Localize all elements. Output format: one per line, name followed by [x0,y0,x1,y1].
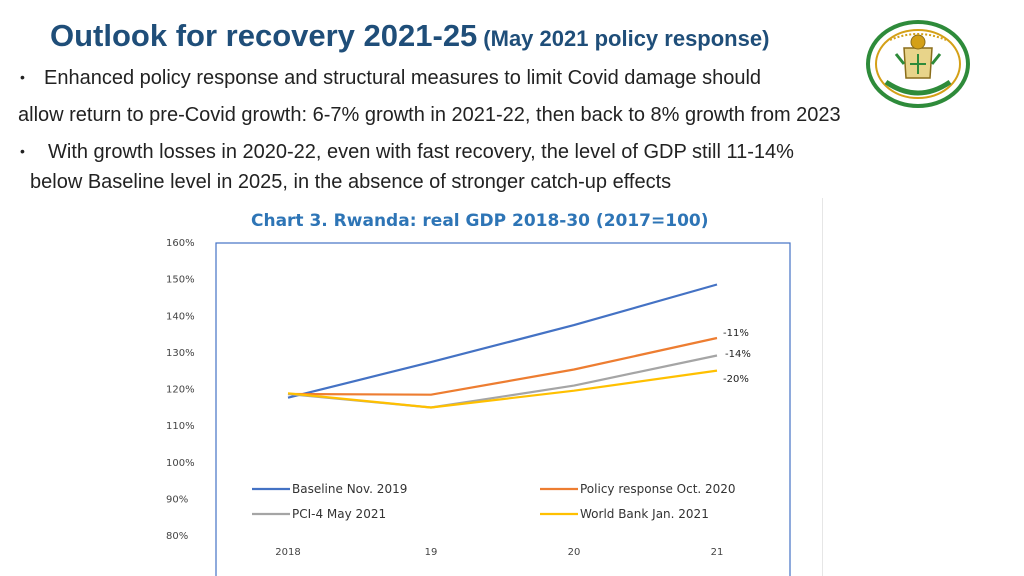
y-tick-label: 100% [166,458,195,469]
x-tick-label: 2018 [275,547,300,558]
x-tick-label: 19 [425,547,438,558]
y-tick-label: 110% [166,421,195,432]
slide-title-sub: (May 2021 policy response) [483,26,770,51]
bullet-1-line-1: Enhanced policy response and structural … [44,67,762,89]
y-tick-label: 130% [166,348,195,359]
slide-title: Outlook for recovery 2021-25 (May 2021 po… [50,18,769,54]
y-tick-label: 120% [166,385,195,396]
rwanda-coat-of-arms-icon [866,20,970,108]
annotation-pci-gap: -14% [725,349,751,360]
y-tick-label: 90% [166,494,188,505]
series-line-1 [287,283,718,399]
legend-label: Baseline Nov. 2019 [292,482,407,496]
plot-area-border [215,242,791,576]
y-tick-label: 160% [166,238,195,249]
bullet-2-line-1: With growth losses in 2020-22, even with… [48,141,794,163]
annotation-policy-gap: -11% [723,328,749,339]
x-tick-label: 20 [568,547,581,558]
legend-label: Policy response Oct. 2020 [580,482,736,496]
y-tick-label: 140% [166,311,195,322]
bullet-1-line-2: allow return to pre-Covid growth: 6-7% g… [18,104,841,126]
slide-title-main: Outlook for recovery 2021-25 [50,18,478,53]
x-tick-label: 21 [711,547,724,558]
annotation-worldbank-gap: -20% [723,374,749,385]
chart-title: Chart 3. Rwanda: real GDP 2018-30 (2017=… [251,211,709,231]
bullet-2-line-2: below Baseline level in 2025, in the abs… [30,171,672,193]
bullet-1-marker: • [20,69,25,85]
gdp-chart-svg: Chart 3. Rwanda: real GDP 2018-30 (2017=… [166,211,791,576]
legend-label: World Bank Jan. 2021 [580,507,709,521]
y-tick-label: 80% [166,531,188,542]
series-line-2 [287,336,718,396]
bullet-2-marker: • [20,143,25,159]
y-tick-label: 150% [166,275,195,286]
annotation-box [708,328,770,400]
legend-label: PCI-4 May 2021 [292,507,386,521]
series-line-4 [287,369,718,409]
gdp-chart: Chart 3. Rwanda: real GDP 2018-30 (2017=… [160,198,822,576]
